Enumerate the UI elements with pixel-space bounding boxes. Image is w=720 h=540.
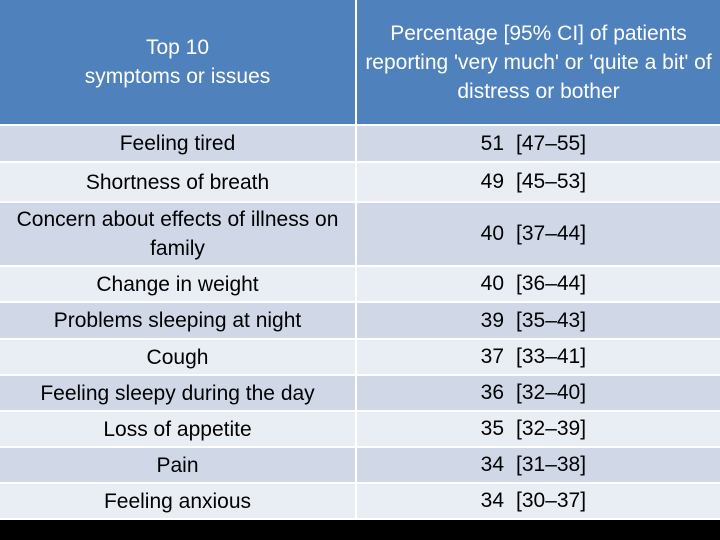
- header-cell: Percentage [95% CI] of patients reportin…: [357, 0, 720, 126]
- confidence-interval: [33–41]: [516, 345, 587, 368]
- value-cell: [357, 448, 720, 484]
- percent: 34: [480, 453, 504, 476]
- percent: 49: [480, 170, 504, 193]
- confidence-interval: [32–39]: [516, 417, 587, 440]
- confidence-interval: [31–38]: [516, 453, 587, 476]
- percent: 51: [480, 131, 504, 155]
- confidence-interval: [32–40]: [516, 381, 587, 404]
- value-cell: [357, 203, 720, 267]
- symptom-cell: Cough: [0, 340, 357, 376]
- percent: 37: [480, 345, 504, 368]
- symptom-cell: Loss of appetite: [0, 412, 357, 448]
- percent: 40: [480, 222, 504, 245]
- header-cell: Top 10 symptoms or issues: [0, 0, 357, 126]
- symptom-cell: Feeling sleepy during the day: [0, 376, 357, 412]
- confidence-interval: [47–55]: [516, 131, 587, 155]
- value-cell: [357, 412, 720, 448]
- confidence-interval: [30–37]: [516, 489, 587, 512]
- symptom-cell: Problems sleeping at night: [0, 303, 357, 340]
- symptom-cell: Concern about effects of illness on fami…: [0, 203, 357, 267]
- value-cell: [357, 340, 720, 376]
- confidence-interval: [36–44]: [516, 272, 587, 295]
- percent: 40: [480, 272, 504, 295]
- value-cell: [357, 126, 720, 163]
- value-cell: [357, 376, 720, 412]
- value-cell: [357, 303, 720, 340]
- percent: 36: [480, 381, 504, 404]
- value-cell: [357, 484, 720, 520]
- symptom-cell: Pain: [0, 448, 357, 484]
- table: Top 10 symptoms or issues Percentage [95…: [0, 0, 720, 520]
- value-cell: [357, 163, 720, 203]
- confidence-interval: [37–44]: [516, 222, 587, 245]
- symptom-cell: Change in weight: [0, 267, 357, 303]
- percent: 34: [480, 489, 504, 512]
- confidence-interval: [45–53]: [516, 170, 587, 193]
- percent: 35: [480, 417, 504, 440]
- symptom-cell: Shortness of breath: [0, 163, 357, 203]
- confidence-interval: [35–43]: [516, 308, 587, 332]
- value-cell: [357, 267, 720, 303]
- percent: 39: [480, 308, 504, 332]
- symptom-cell: Feeling tired: [0, 126, 357, 163]
- symptom-cell: Feeling anxious: [0, 484, 357, 520]
